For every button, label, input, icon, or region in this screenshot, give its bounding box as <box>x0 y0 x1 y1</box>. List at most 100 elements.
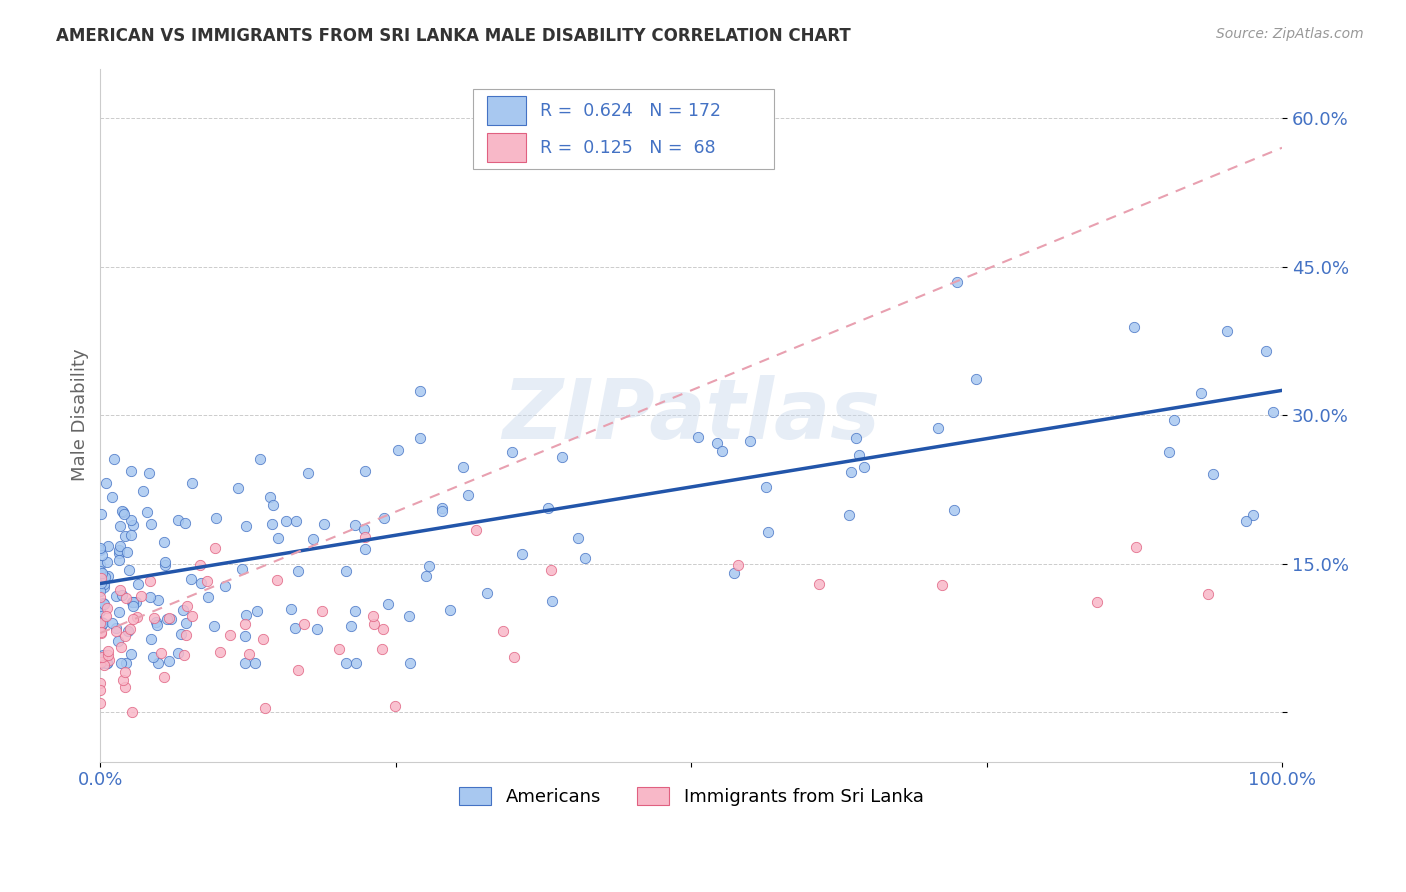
Point <box>121 612 143 626</box>
Point <box>235 656 257 670</box>
Point <box>540 563 562 577</box>
Point <box>1085 595 1108 609</box>
Point <box>1191 386 1213 401</box>
Point <box>457 488 479 502</box>
Point <box>254 701 277 715</box>
Point <box>335 656 357 670</box>
Point <box>354 464 377 478</box>
Point <box>197 591 219 605</box>
Point <box>354 542 377 557</box>
Point <box>93 657 115 672</box>
Point <box>399 656 422 670</box>
Point <box>90 619 112 633</box>
Point <box>174 616 197 631</box>
Point <box>249 452 271 467</box>
Text: R =  0.125   N =  68: R = 0.125 N = 68 <box>540 138 716 156</box>
Point <box>451 459 474 474</box>
Point <box>89 590 111 604</box>
Point <box>96 569 118 583</box>
Point <box>287 565 309 579</box>
Point <box>415 568 437 582</box>
Text: Source: ZipAtlas.com: Source: ZipAtlas.com <box>1216 27 1364 41</box>
Point <box>335 564 357 578</box>
Point <box>98 653 121 667</box>
Point <box>142 650 165 665</box>
Point <box>97 643 120 657</box>
Point <box>94 569 117 583</box>
Point <box>157 610 180 624</box>
FancyBboxPatch shape <box>486 133 526 162</box>
Point <box>89 620 111 634</box>
Point <box>89 583 111 598</box>
Point <box>238 648 260 662</box>
Point <box>159 612 181 626</box>
Point <box>266 573 288 587</box>
Point <box>283 621 305 635</box>
Point <box>112 507 135 521</box>
Point <box>706 436 728 450</box>
Point <box>267 531 290 545</box>
Point <box>287 663 309 677</box>
Point <box>943 503 966 517</box>
Point <box>214 579 236 593</box>
Point <box>1163 413 1185 427</box>
Legend: Americans, Immigrants from Sri Lanka: Americans, Immigrants from Sri Lanka <box>450 778 932 815</box>
Point <box>190 576 212 591</box>
Point <box>155 558 177 573</box>
Point <box>927 421 949 435</box>
Point <box>129 589 152 603</box>
Point <box>174 628 197 642</box>
Point <box>1234 514 1257 528</box>
Point <box>501 445 523 459</box>
Point <box>567 531 589 545</box>
Point <box>112 673 135 687</box>
Point <box>146 617 169 632</box>
Point <box>120 527 142 541</box>
Point <box>409 431 432 445</box>
Point <box>204 541 226 555</box>
Point <box>153 555 176 569</box>
Point <box>90 615 112 629</box>
Point <box>110 656 132 670</box>
Point <box>94 609 117 624</box>
Point <box>131 483 153 498</box>
Point <box>90 655 112 669</box>
Point <box>108 553 131 567</box>
Point <box>150 646 173 660</box>
Point <box>156 612 179 626</box>
Point <box>301 532 323 546</box>
Point <box>373 622 395 636</box>
Point <box>97 539 120 553</box>
Point <box>711 444 734 458</box>
Point <box>108 545 131 559</box>
Point <box>537 500 560 515</box>
Point <box>167 513 190 527</box>
Point <box>145 615 167 630</box>
Point <box>141 632 163 646</box>
Point <box>292 616 315 631</box>
Point <box>371 642 394 657</box>
Point <box>108 539 131 553</box>
Point <box>307 622 329 636</box>
Point <box>112 504 135 518</box>
Point <box>90 571 112 585</box>
Point <box>108 605 131 619</box>
Point <box>839 465 862 479</box>
Point <box>90 625 112 640</box>
Point <box>188 558 211 573</box>
Point <box>103 451 125 466</box>
Point <box>90 576 112 591</box>
Point <box>328 641 350 656</box>
Point <box>96 555 118 569</box>
Point <box>1122 319 1144 334</box>
Point <box>117 545 139 559</box>
Point <box>1216 324 1239 338</box>
Point <box>120 622 142 636</box>
Point <box>120 464 142 478</box>
Point <box>96 601 118 615</box>
Point <box>465 523 488 537</box>
Point <box>387 443 409 458</box>
Point <box>89 599 111 613</box>
Point <box>208 645 231 659</box>
Point <box>174 516 197 530</box>
